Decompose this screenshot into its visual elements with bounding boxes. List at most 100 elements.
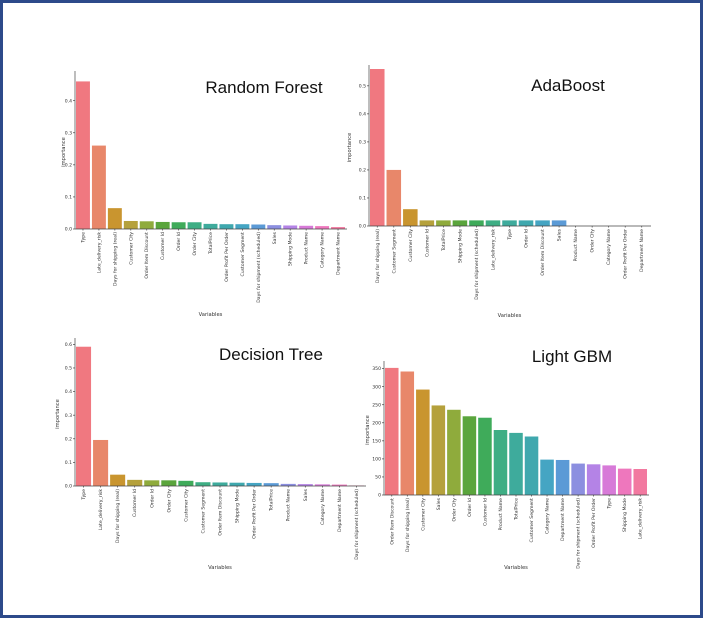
- x-tick-label: Type: [81, 489, 87, 501]
- x-tick-label: Customer Id: [132, 489, 138, 517]
- bar-11: [235, 224, 249, 229]
- bar-14: [283, 225, 297, 229]
- x-tick-label: Customer Segment: [529, 498, 535, 543]
- y-tick-label: 0.0: [65, 484, 72, 490]
- x-tick-label: TotalPrice: [441, 229, 447, 252]
- bar-13: [571, 464, 585, 495]
- bar-15: [602, 465, 616, 495]
- x-tick-label: Shipping Mode: [288, 232, 294, 266]
- x-tick-label: Days for shipment (scheduled): [256, 232, 262, 303]
- x-tick-label: Days for shipping (real): [405, 498, 411, 552]
- x-tick-label: TotalPrice: [269, 489, 275, 512]
- bar-12: [552, 220, 567, 226]
- x-tick-label: Order Item Discount: [218, 489, 224, 536]
- x-tick-label: Order Profit Per Order: [224, 232, 230, 282]
- y-tick-label: 0.3: [65, 130, 72, 136]
- bar-12: [251, 225, 265, 229]
- x-axis-label: Variables: [208, 565, 232, 571]
- bar-4: [124, 221, 138, 229]
- x-tick-label: Order Item Discount: [144, 232, 150, 279]
- bar-6: [156, 222, 170, 229]
- bar-12: [556, 460, 570, 495]
- bar-2: [387, 170, 402, 226]
- bar-7: [172, 222, 186, 229]
- x-tick-label: Department Name: [560, 498, 566, 541]
- bar-5: [436, 220, 451, 226]
- bar-1: [385, 368, 399, 495]
- x-tick-label: Customer Segment: [240, 232, 246, 277]
- bar-12: [264, 483, 279, 486]
- x-tick-label: Order City: [192, 232, 198, 256]
- x-tick-label: Category Name: [320, 489, 326, 525]
- bar-3: [416, 390, 430, 495]
- x-tick-label: Order Item Discount: [540, 229, 546, 276]
- y-tick-label: 0.5: [359, 83, 366, 89]
- bar-1: [370, 69, 385, 226]
- figure-canvas: 0.0 0.1 0.2 0.3 0.4 Type Late_delivery_risk Day…: [3, 3, 703, 621]
- x-tick-label: Customer City: [408, 229, 414, 262]
- x-tick-label: Product Name: [573, 229, 579, 262]
- y-tick-label: 100: [372, 456, 381, 462]
- x-tick-label: Order City: [590, 229, 596, 253]
- panel-title: Light GBM: [532, 347, 612, 366]
- x-tick-label: TotalPrice: [208, 232, 214, 255]
- bar-3: [110, 475, 125, 486]
- bar-2: [93, 440, 108, 486]
- x-tick-label: Category Name: [320, 232, 326, 268]
- y-tick-label: 0.0: [359, 224, 366, 230]
- bar-5: [144, 480, 159, 486]
- x-tick-label: Order Item Discount: [389, 498, 395, 545]
- bar-13: [267, 225, 281, 229]
- panel-title: Decision Tree: [219, 345, 323, 364]
- x-tick-label: Order Id: [176, 232, 182, 251]
- bar-8: [188, 222, 202, 229]
- x-tick-label: Sales: [272, 231, 278, 244]
- bar-5: [140, 221, 154, 229]
- x-tick-label: Customer City: [128, 232, 134, 265]
- bar-8: [494, 430, 508, 495]
- bar-16: [618, 469, 632, 495]
- bar-6: [161, 480, 176, 486]
- y-tick-label: 200: [372, 420, 381, 426]
- bar-4: [127, 480, 142, 486]
- bar-5: [447, 410, 461, 495]
- x-tick-label: Days for shipment (scheduled): [576, 498, 582, 569]
- x-tick-label: Sales: [436, 497, 442, 510]
- x-tick-label: Customer City: [420, 498, 426, 531]
- x-axis-label: Variables: [199, 312, 223, 318]
- x-tick-label: Days for shipping (real): [115, 489, 121, 543]
- bar-4: [432, 405, 446, 495]
- y-tick-label: 0.2: [65, 436, 72, 442]
- bar-6: [453, 220, 468, 226]
- x-tick-label: Customer Segment: [200, 489, 206, 534]
- x-tick-label: Customer Id: [424, 229, 430, 257]
- bar-17: [633, 469, 647, 495]
- x-tick-label: Category Name: [606, 229, 612, 265]
- x-tick-label: Sales: [303, 488, 309, 501]
- bar-6: [463, 416, 477, 495]
- bar-10: [230, 483, 245, 486]
- x-tick-label: Department Name: [336, 232, 342, 275]
- x-tick-label: Product Name: [498, 498, 504, 531]
- bar-11: [247, 483, 262, 486]
- x-tick-label: Order Profit Per Order: [252, 489, 258, 539]
- bar-16: [315, 226, 329, 229]
- y-tick-label: 0.3: [359, 139, 366, 145]
- bar-9: [204, 224, 218, 229]
- x-tick-label: Days for shipping (real): [112, 232, 118, 286]
- y-tick-label: 0.4: [65, 389, 72, 395]
- bar-9: [502, 220, 517, 226]
- y-tick-label: 0.1: [359, 196, 366, 202]
- x-tick-label: Customer Id: [482, 498, 488, 526]
- y-tick-label: 0.3: [65, 413, 72, 419]
- x-tick-label: Order City: [451, 498, 457, 522]
- x-tick-label: Late_delivery_risk: [638, 498, 644, 540]
- x-tick-label: Type: [507, 229, 513, 241]
- y-tick-label: 0.6: [65, 342, 72, 348]
- x-tick-label: Order Profit Per Order: [591, 498, 597, 548]
- y-tick-label: 0.5: [65, 366, 72, 372]
- x-tick-label: Shipping Mode: [235, 489, 241, 523]
